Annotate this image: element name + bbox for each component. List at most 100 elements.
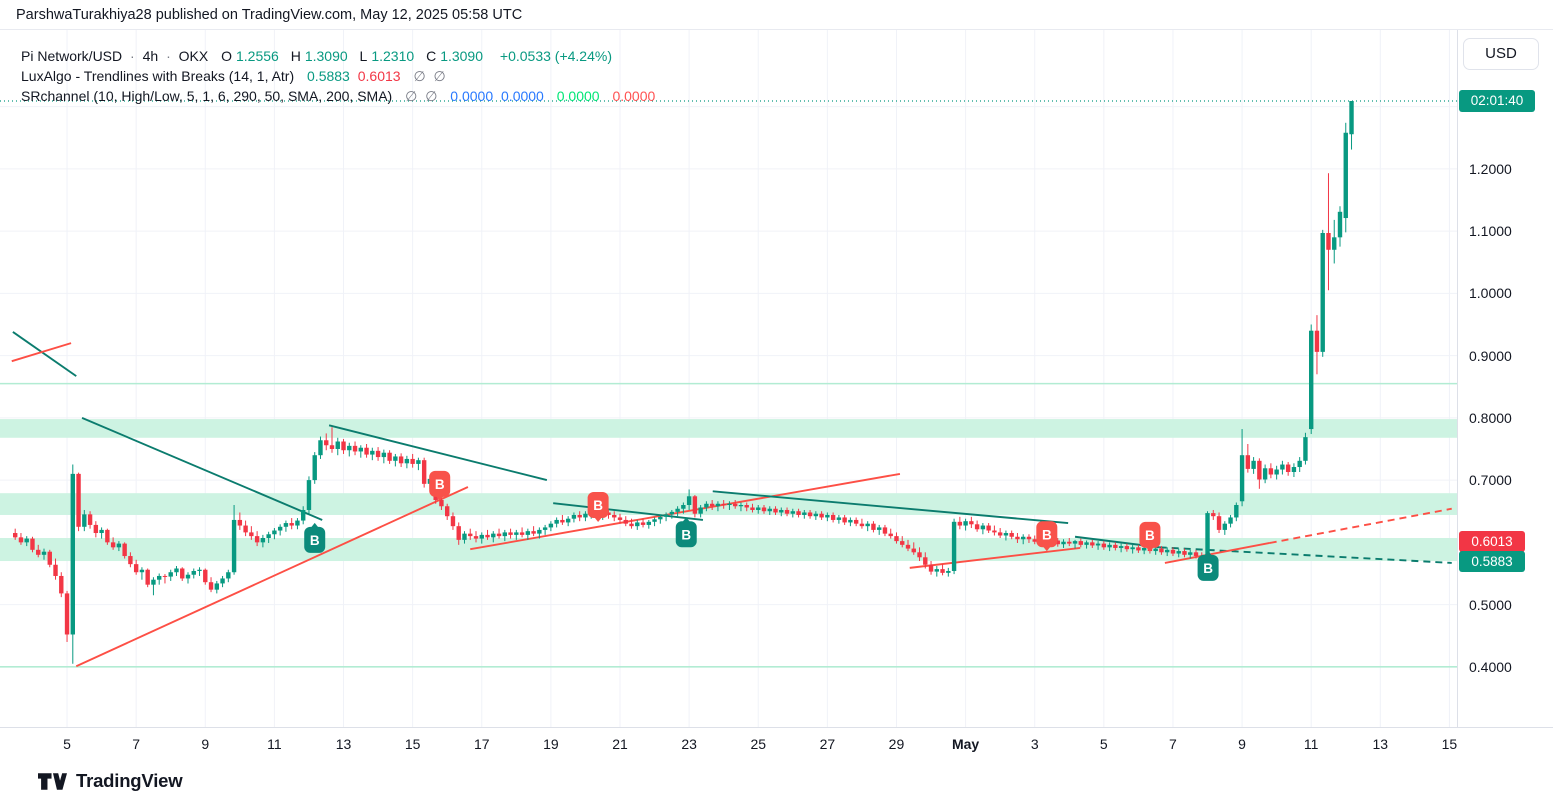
candle-up [715, 503, 721, 507]
ohlc-high: H 1.3090 [290, 48, 348, 64]
candle-down [819, 513, 824, 518]
candle-down [623, 519, 628, 524]
candle-down [64, 593, 70, 635]
candle-up [393, 456, 398, 461]
candle-up [548, 523, 554, 528]
symbol-interval[interactable]: 4h [142, 48, 159, 64]
time-axis-label: 29 [888, 736, 905, 752]
indicator-title[interactable]: SRchannel (10, High/Low, 5, 1, 6, 290, 5… [21, 88, 393, 104]
candle-down [957, 521, 963, 526]
candle-down [1009, 533, 1014, 537]
ohlc-low: L 1.2310 [359, 48, 415, 64]
candle-up [347, 445, 352, 451]
candle-down [128, 556, 133, 565]
candle-up [738, 505, 744, 507]
candle-down [341, 441, 346, 451]
time-axis-label: 7 [132, 736, 141, 752]
tradingview-brand-link[interactable]: TradingView [38, 770, 183, 792]
legend-symbol-row[interactable]: Pi Network/USD · 4h · OKX O 1.2556 H 1.309… [21, 46, 659, 66]
uptrend-line [1164, 542, 1270, 564]
publish-header-text: ParshwaTurakhiya28 published on TradingV… [16, 7, 523, 23]
candle-up [381, 452, 387, 458]
indicator-value: 0.0000 [501, 88, 544, 104]
candle-up [191, 570, 196, 575]
indicator-value-empty: ∅ [405, 88, 418, 104]
price-axis[interactable]: USD 1.2000 1.1000 1.0000 0.9000 0.8000 0.7000… [1457, 30, 1553, 727]
candle-up [82, 514, 87, 527]
candle-up [1107, 544, 1112, 548]
candle-up [698, 507, 703, 514]
candle-down [1067, 541, 1072, 544]
indicator-value: 0.0000 [450, 88, 494, 104]
indicator-value: 0.0000 [556, 88, 600, 104]
ohlc-open: O 1.2556 [221, 48, 279, 64]
candlestick-chart[interactable]: B B B B B B B [0, 30, 1457, 727]
candle-up [168, 572, 173, 577]
time-axis-label: 23 [681, 736, 697, 752]
ohlc-close: C 1.3090 [426, 48, 484, 64]
time-axis[interactable]: 5 7 9 11 13 15 17 19 21 23 25 27 29 May 3 5 7 9 11 13 15 [0, 727, 1553, 762]
price-axis-label: 0.4000 [1469, 658, 1512, 675]
candle-down [456, 526, 461, 540]
indicator-value: 0.0000 [612, 88, 656, 104]
currency-toggle-button[interactable]: USD [1463, 38, 1539, 70]
candle-up [1251, 460, 1256, 469]
candle-up [836, 517, 842, 520]
candle-up [537, 529, 542, 534]
candle-up [266, 534, 271, 538]
candle-down [721, 503, 726, 506]
time-axis-label: 17 [473, 736, 490, 752]
candle-up [416, 460, 421, 464]
candle-down [243, 525, 248, 533]
legend-indicator-row-luxalgo[interactable]: LuxAlgo - Trendlines with Breaks (14, 1,… [21, 66, 659, 86]
legend-separator: · [130, 48, 135, 64]
candle-up [658, 516, 663, 520]
uptrend-line [909, 547, 1081, 569]
candle-up [877, 527, 882, 530]
candle-down [364, 447, 369, 455]
break-label-up: B [1197, 550, 1219, 581]
candle-down [560, 519, 565, 523]
legend-indicator-row-srchannel[interactable]: SRchannel (10, High/Low, 5, 1, 6, 290, 5… [21, 86, 659, 106]
symbol-exchange[interactable]: OKX [178, 48, 209, 64]
indicator-value-resistance: 0.6013 [357, 68, 401, 84]
candle-up [635, 522, 640, 527]
candle-up [1262, 468, 1268, 480]
candle-up [185, 574, 191, 579]
candle-up [260, 537, 266, 543]
grid [0, 30, 1457, 727]
symbol-name[interactable]: Pi Network/USD [21, 48, 123, 64]
candle-down [894, 536, 899, 542]
candle-down [733, 503, 738, 507]
time-axis-label: 11 [267, 736, 282, 752]
price-axis-label: 1.1000 [1469, 223, 1512, 240]
candle-down [911, 548, 916, 553]
candle-up [1309, 330, 1314, 430]
candle-up [963, 521, 968, 526]
chart-plot-area[interactable]: B B B B B B B Pi Network/USD · 4h · OKX O 1.255… [0, 30, 1457, 727]
time-axis-label: 13 [1372, 736, 1389, 752]
price-axis-label: 1.2000 [1469, 160, 1512, 177]
candle-down [830, 514, 836, 520]
candle-up [370, 450, 375, 455]
indicator-title[interactable]: LuxAlgo - Trendlines with Breaks (14, 1,… [21, 68, 295, 84]
candle-down [203, 569, 208, 583]
candle-up [502, 532, 507, 537]
candle-down [439, 500, 444, 507]
candle-up [669, 511, 675, 515]
candle-down [468, 533, 473, 537]
candle-down [180, 568, 185, 579]
candle-up [1003, 533, 1009, 536]
candle-up [318, 440, 323, 456]
candle-up [197, 569, 202, 571]
footer: TradingView [0, 760, 1553, 803]
candle-down [692, 496, 698, 514]
candle-down [36, 549, 41, 555]
candle-down [30, 538, 35, 550]
candle-up [116, 543, 122, 548]
time-axis-label: 27 [819, 736, 836, 752]
candle-up [277, 526, 283, 531]
candle-down [324, 440, 329, 446]
legend-separator: · [166, 48, 171, 64]
